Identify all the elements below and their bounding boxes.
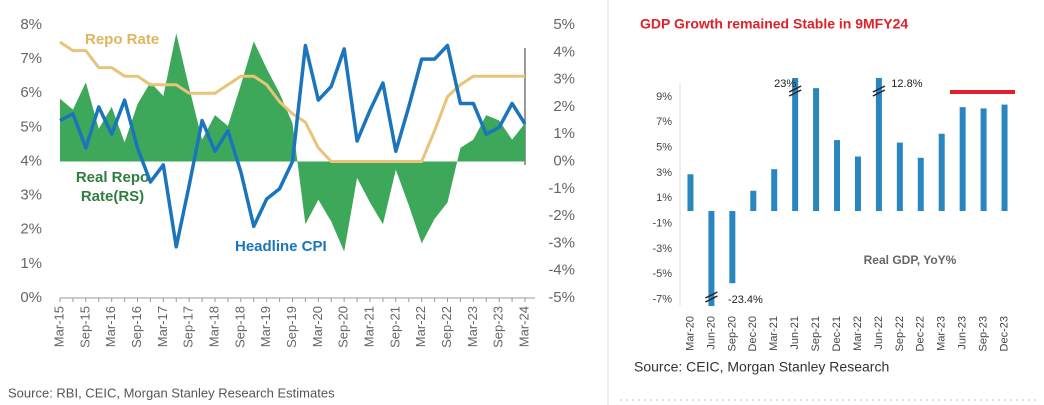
x-tick-label: Sep-16 (129, 306, 144, 348)
series-label-text: Real Repo Rate(RS) (75, 169, 150, 205)
bar (729, 211, 736, 284)
bar (792, 78, 799, 211)
x-tick-label: Sep-17 (181, 306, 196, 348)
x-tick-label: Sep-19 (284, 306, 299, 348)
x-tick-label: Sep-21 (810, 316, 822, 351)
y-tick-label: 3% (20, 187, 42, 204)
y-tick-label: -5% (652, 268, 672, 280)
y2-tick-label: -4% (548, 262, 575, 279)
bar (813, 88, 820, 211)
x-tick-label: Mar-16 (103, 306, 118, 347)
x-tick-label: Mar-21 (768, 316, 780, 351)
y-tick-label: 5% (656, 142, 672, 154)
x-tick-label: Mar-19 (258, 306, 273, 347)
bar (917, 157, 924, 211)
area (60, 33, 525, 252)
x-tick-label: Mar-20 (310, 306, 325, 347)
x-tick-label: Mar-17 (155, 306, 170, 347)
x-tick-label: Sep-22 (894, 316, 906, 351)
bar (854, 156, 861, 211)
x-tick-label: Sep-23 (491, 306, 506, 348)
y2-tick-label: 3% (553, 71, 575, 88)
break-mark (705, 291, 718, 303)
bar (750, 190, 757, 211)
line (59, 43, 527, 249)
x-tick-label: Sep-18 (232, 306, 247, 348)
bar (708, 211, 715, 306)
x-tick-label: Jun-22 (873, 316, 885, 350)
bar (980, 108, 987, 211)
bar (687, 174, 694, 211)
line (59, 40, 525, 163)
x-tick-label: Sep-23 (978, 316, 990, 351)
bar (959, 107, 966, 211)
x-tick-label: Jun-20 (705, 316, 717, 350)
x-tick-label: Sep-20 (336, 306, 351, 348)
y-tick-label: -3% (652, 243, 672, 255)
x-tick-label: Sep-20 (726, 316, 738, 351)
y-tick-label: 7% (656, 116, 672, 128)
break-mark (788, 85, 802, 97)
y2-tick-label: 5% (553, 16, 575, 33)
x-tick-label: Dec-23 (998, 316, 1010, 351)
y-tick-label: 4% (20, 152, 42, 169)
y-tick-label: -7% (652, 294, 672, 306)
x-tick-label: Mar-23 (465, 306, 480, 347)
y-tick-label: 6% (20, 84, 42, 101)
y-tick-label: 2% (20, 221, 42, 238)
source: Source: RBI, CEIC, Morgan Stanley Resear… (8, 385, 335, 400)
y2-tick-label: 0% (553, 152, 575, 169)
x-tick-label: Mar-23 (936, 316, 948, 351)
x-tick-label: Mar-15 (51, 306, 66, 347)
y2-tick-label: 1% (553, 125, 575, 142)
y-tick-label: -1% (652, 218, 672, 230)
value-label: 12.8% (891, 78, 922, 90)
x-tick-label: Sep-15 (77, 306, 92, 348)
bar (771, 169, 778, 211)
y2-tick-label: -2% (548, 207, 575, 224)
y-tick-label: 0% (20, 289, 42, 306)
x-tick-label: Sep-21 (387, 306, 402, 348)
source: Source: CEIC, Morgan Stanley Research (634, 359, 889, 375)
bar (834, 140, 841, 211)
y2-tick-label: -1% (548, 180, 575, 197)
x-tick-label: Mar-20 (684, 316, 696, 351)
bar (1001, 104, 1008, 211)
value-label: -23.4% (728, 294, 763, 306)
y-tick-label: 3% (656, 167, 672, 179)
x-tick-label: Mar-24 (516, 306, 531, 347)
x-tick-label: Dec-21 (831, 316, 843, 351)
y-tick-label: 5% (20, 118, 42, 135)
y-tick-label: 1% (656, 192, 672, 204)
y-tick-label: 9% (656, 91, 672, 103)
annotation: Real GDP, YoY% (864, 253, 957, 267)
chart-title: GDP Growth remained Stable in 9MFY24 (640, 16, 908, 32)
bar (896, 142, 903, 211)
series-label: Real Repo Rate(RS) (75, 169, 150, 205)
y2-tick-label: -3% (548, 234, 575, 251)
bar (938, 133, 945, 211)
y2-tick-label: 2% (553, 98, 575, 115)
y2-tick-label: 4% (553, 43, 575, 60)
y-tick-label: 7% (20, 50, 42, 67)
x-tick-label: Mar-22 (852, 316, 864, 351)
x-tick-label: Jun-21 (789, 316, 801, 350)
series-label: Headline CPI (235, 238, 327, 255)
value-label: 23% (774, 78, 796, 90)
series-label: Repo Rate (85, 31, 159, 48)
x-tick-label: Mar-22 (413, 306, 428, 347)
x-tick-label: Dec-22 (915, 316, 927, 351)
bar (875, 78, 882, 211)
x-tick-label: Mar-18 (206, 306, 221, 347)
y-tick-label: 1% (20, 255, 42, 272)
x-tick-label: Mar-21 (361, 306, 376, 347)
x-tick-label: Dec-20 (747, 316, 759, 351)
break-mark (872, 85, 886, 97)
x-tick-label: Sep-22 (439, 306, 454, 348)
x-tick-label: Jun-23 (957, 316, 969, 350)
y2-tick-label: -5% (548, 289, 575, 306)
y-tick-label: 8% (20, 16, 42, 33)
